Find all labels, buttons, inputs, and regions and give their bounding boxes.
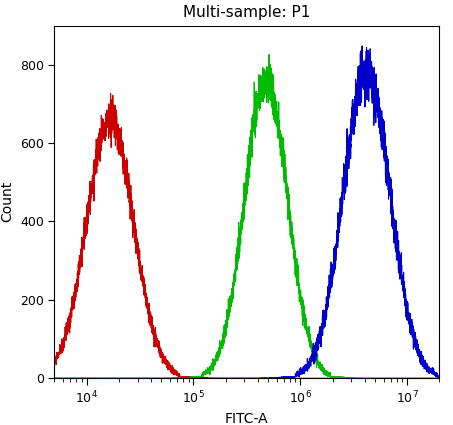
Title: Multi-sample: P1: Multi-sample: P1 <box>183 5 311 20</box>
X-axis label: FITC-A: FITC-A <box>225 412 269 425</box>
Y-axis label: Count: Count <box>0 181 14 223</box>
